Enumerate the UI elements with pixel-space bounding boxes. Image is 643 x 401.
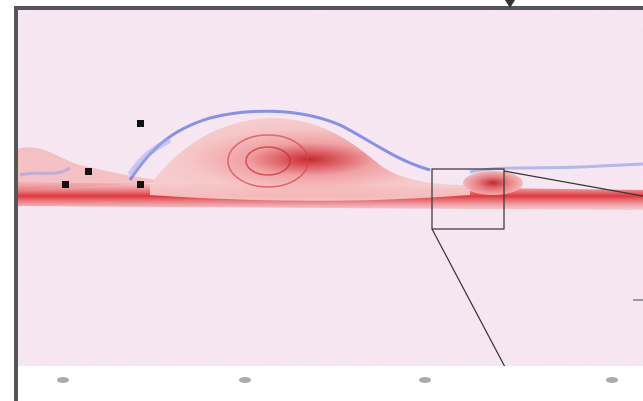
x-ticks xyxy=(57,377,618,383)
markers xyxy=(62,120,144,188)
frame xyxy=(14,0,643,401)
field xyxy=(14,10,643,366)
